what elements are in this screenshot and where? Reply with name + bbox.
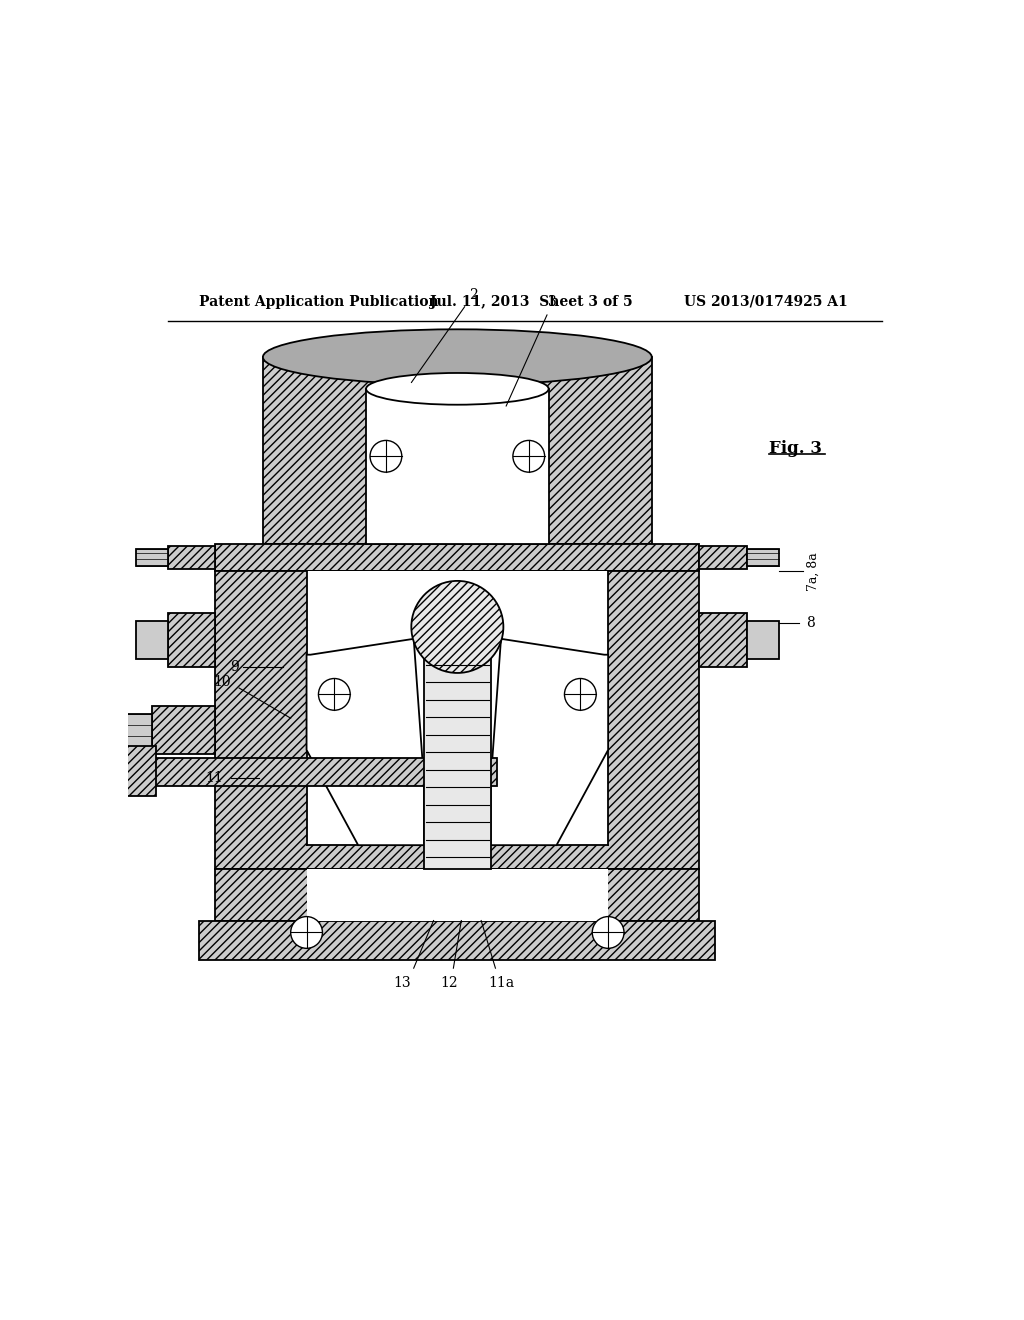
- Text: Patent Application Publication: Patent Application Publication: [200, 294, 439, 309]
- Circle shape: [370, 441, 401, 473]
- Polygon shape: [168, 614, 215, 667]
- Polygon shape: [215, 572, 699, 869]
- Text: 11: 11: [206, 771, 223, 784]
- Circle shape: [592, 916, 624, 948]
- Polygon shape: [699, 614, 748, 667]
- Text: 11a: 11a: [487, 975, 514, 990]
- Ellipse shape: [367, 374, 549, 405]
- Polygon shape: [263, 358, 651, 544]
- Ellipse shape: [263, 329, 651, 385]
- Polygon shape: [136, 549, 168, 566]
- Text: 10: 10: [214, 676, 231, 689]
- Text: 2: 2: [412, 288, 477, 383]
- Text: 13: 13: [393, 975, 411, 990]
- Text: Jul. 11, 2013  Sheet 3 of 5: Jul. 11, 2013 Sheet 3 of 5: [430, 294, 632, 309]
- Polygon shape: [112, 758, 497, 785]
- Polygon shape: [367, 389, 549, 544]
- Polygon shape: [215, 544, 699, 572]
- Text: US 2013/0174925 A1: US 2013/0174925 A1: [684, 294, 847, 309]
- Circle shape: [412, 581, 504, 673]
- Text: 7a, 8a: 7a, 8a: [807, 552, 819, 591]
- Polygon shape: [748, 549, 779, 566]
- Polygon shape: [306, 572, 608, 845]
- Text: 12: 12: [440, 975, 458, 990]
- Circle shape: [318, 678, 350, 710]
- Polygon shape: [112, 714, 152, 748]
- Polygon shape: [306, 869, 608, 920]
- Polygon shape: [215, 869, 699, 920]
- Polygon shape: [424, 655, 490, 869]
- Polygon shape: [168, 546, 215, 569]
- Polygon shape: [152, 706, 215, 754]
- Polygon shape: [699, 546, 748, 569]
- Polygon shape: [136, 622, 168, 659]
- Polygon shape: [490, 639, 608, 845]
- Text: Fig. 3: Fig. 3: [769, 440, 822, 457]
- Polygon shape: [306, 639, 424, 845]
- Circle shape: [291, 916, 323, 948]
- Text: 8: 8: [807, 616, 815, 630]
- Polygon shape: [200, 920, 715, 960]
- Text: 3: 3: [506, 296, 557, 407]
- Circle shape: [564, 678, 596, 710]
- Circle shape: [513, 441, 545, 473]
- Polygon shape: [748, 622, 779, 659]
- Text: 9: 9: [230, 660, 239, 673]
- Polygon shape: [112, 746, 156, 796]
